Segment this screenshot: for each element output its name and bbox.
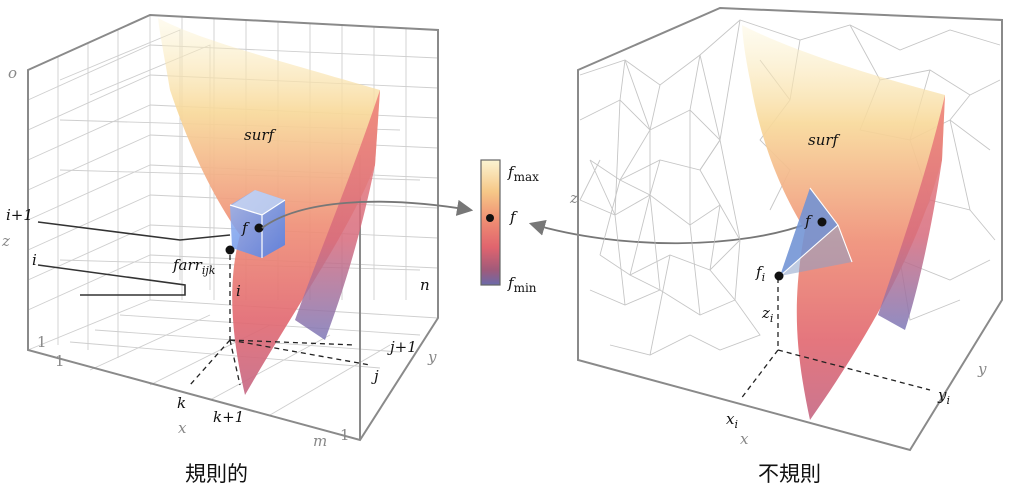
right-zi-label: zi bbox=[761, 304, 773, 325]
left-index-j-plus-1: j+1 bbox=[387, 338, 417, 356]
left-panel: surf f farrijk o i+1 z i i 1 1 k x k+1 m… bbox=[1, 13, 439, 486]
right-axis-x: x bbox=[740, 430, 749, 448]
arrow-left-to-colorbar bbox=[261, 199, 474, 229]
colorbar: fmax f fmin bbox=[480, 159, 539, 295]
right-yi-label: yi bbox=[937, 386, 950, 407]
left-index-one-z: 1 bbox=[37, 333, 47, 351]
colorbar-point-f bbox=[486, 214, 494, 222]
right-surf-label: surf bbox=[808, 131, 841, 149]
right-xi-label: xi bbox=[726, 410, 738, 431]
right-caption: 不規則 bbox=[758, 462, 821, 486]
right-surface-side bbox=[878, 95, 945, 330]
right-mesh bbox=[579, 19, 1001, 356]
left-point-f bbox=[254, 223, 264, 233]
left-dashed-lines bbox=[189, 255, 371, 386]
left-index-k-plus-1: k+1 bbox=[213, 408, 244, 426]
right-point-fi bbox=[774, 271, 784, 281]
colorbar-min-label: fmin bbox=[507, 274, 537, 295]
left-index-i-plus-1: i+1 bbox=[6, 206, 33, 224]
left-surf-label: surf bbox=[244, 126, 277, 144]
arrow-right-to-colorbar bbox=[528, 219, 813, 245]
right-axis-z: z bbox=[569, 189, 578, 207]
right-axis-y: y bbox=[977, 360, 987, 378]
left-caption: 規則的 bbox=[185, 462, 248, 486]
right-f-label: f bbox=[804, 212, 813, 230]
left-index-n: n bbox=[420, 276, 430, 294]
right-fi-label: fi bbox=[755, 263, 765, 284]
left-axis-z: z bbox=[1, 232, 10, 250]
right-cube-outline bbox=[577, 6, 1003, 452]
left-index-m: m bbox=[313, 432, 327, 450]
left-axis-y: y bbox=[427, 348, 437, 366]
left-index-i-inner: i bbox=[236, 282, 241, 300]
left-index-o: o bbox=[8, 64, 17, 82]
right-surface bbox=[742, 25, 945, 420]
right-tetrahedron bbox=[779, 187, 853, 277]
left-axis-x: x bbox=[178, 419, 187, 437]
left-index-one-x: 1 bbox=[55, 352, 65, 370]
left-index-k: k bbox=[177, 394, 186, 412]
right-dashed-lines bbox=[739, 278, 931, 401]
colorbar-max-label: fmax bbox=[507, 163, 539, 184]
left-farr-label: farrijk bbox=[172, 256, 216, 277]
left-index-one-y: 1 bbox=[340, 426, 350, 444]
left-f-label: f bbox=[241, 219, 250, 237]
right-panel: surf f fi zi xi yi z x y 不規則 bbox=[569, 6, 1003, 486]
colorbar-mid-label: f bbox=[509, 208, 518, 226]
left-surface-side bbox=[295, 90, 380, 340]
left-index-lines bbox=[37, 221, 231, 296]
right-point-f bbox=[817, 217, 827, 227]
left-point-farr bbox=[225, 245, 235, 255]
left-index-i: i bbox=[32, 251, 37, 269]
colorbar-gradient bbox=[480, 159, 501, 286]
left-index-j: j bbox=[371, 367, 379, 385]
